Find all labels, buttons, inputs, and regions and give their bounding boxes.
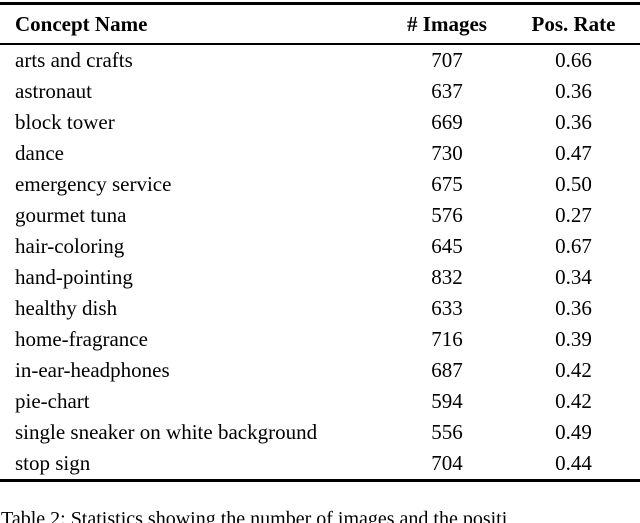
table-row: stop sign 704 0.44 bbox=[0, 448, 640, 481]
table-row: healthy dish 633 0.36 bbox=[0, 293, 640, 324]
table-row: block tower 669 0.36 bbox=[0, 107, 640, 138]
cell-concept-name: home-fragrance bbox=[15, 327, 148, 351]
table-body: arts and crafts 707 0.66 astronaut 637 0.36 bl… bbox=[0, 44, 640, 481]
cell-pos-rate: 0.42 bbox=[555, 389, 592, 413]
cell-pos-rate: 0.49 bbox=[555, 420, 592, 444]
concept-statistics-table: Concept Name # Images Pos. Rate arts and… bbox=[0, 2, 640, 482]
cell-concept-name: hand-pointing bbox=[15, 265, 133, 289]
table-row: in-ear-headphones 687 0.42 bbox=[0, 355, 640, 386]
table-row: single sneaker on white background 556 0.4… bbox=[0, 417, 640, 448]
cell-num-images: 633 bbox=[431, 296, 463, 320]
cell-pos-rate: 0.67 bbox=[555, 234, 592, 258]
cell-concept-name: stop sign bbox=[15, 451, 91, 475]
table-row: hair-coloring 645 0.67 bbox=[0, 231, 640, 262]
cell-concept-name: emergency service bbox=[15, 172, 172, 196]
table-header-row: Concept Name # Images Pos. Rate bbox=[0, 4, 640, 44]
table-row: emergency service 675 0.50 bbox=[0, 169, 640, 200]
cell-num-images: 594 bbox=[431, 389, 463, 413]
cell-pos-rate: 0.36 bbox=[555, 110, 592, 134]
cell-concept-name: dance bbox=[15, 141, 64, 165]
cell-pos-rate: 0.66 bbox=[555, 48, 592, 72]
column-header-pos-rate: Pos. Rate bbox=[531, 11, 616, 36]
cell-pos-rate: 0.27 bbox=[555, 203, 592, 227]
cell-pos-rate: 0.47 bbox=[555, 141, 592, 165]
table-row: astronaut 637 0.36 bbox=[0, 76, 640, 107]
cell-pos-rate: 0.42 bbox=[555, 358, 592, 382]
cell-num-images: 637 bbox=[431, 79, 463, 103]
table-row: dance 730 0.47 bbox=[0, 138, 640, 169]
table-row: home-fragrance 716 0.39 bbox=[0, 324, 640, 355]
cell-concept-name: block tower bbox=[15, 110, 115, 134]
cell-num-images: 675 bbox=[431, 172, 463, 196]
cell-concept-name: healthy dish bbox=[15, 296, 118, 320]
table-header: Concept Name # Images Pos. Rate bbox=[0, 4, 640, 44]
cell-concept-name: in-ear-headphones bbox=[15, 358, 170, 382]
column-header-num-images: # Images bbox=[407, 11, 487, 36]
cell-num-images: 645 bbox=[431, 234, 463, 258]
cell-concept-name: hair-coloring bbox=[15, 234, 125, 258]
cell-num-images: 556 bbox=[431, 420, 463, 444]
table-caption: Table 2: Statistics showing the number o… bbox=[1, 508, 508, 523]
cell-num-images: 707 bbox=[431, 48, 463, 72]
cell-concept-name: arts and crafts bbox=[15, 48, 133, 72]
cell-concept-name: single sneaker on white background bbox=[15, 420, 318, 444]
table-row: pie-chart 594 0.42 bbox=[0, 386, 640, 417]
cell-concept-name: pie-chart bbox=[15, 389, 90, 413]
cell-num-images: 669 bbox=[431, 110, 463, 134]
cell-concept-name: astronaut bbox=[15, 79, 92, 103]
cell-num-images: 716 bbox=[431, 327, 463, 351]
table-row: hand-pointing 832 0.34 bbox=[0, 262, 640, 293]
cell-concept-name: gourmet tuna bbox=[15, 203, 127, 227]
cell-num-images: 576 bbox=[431, 203, 463, 227]
cell-num-images: 687 bbox=[431, 358, 463, 382]
cell-pos-rate: 0.39 bbox=[555, 327, 592, 351]
cell-num-images: 832 bbox=[431, 265, 463, 289]
table-row: gourmet tuna 576 0.27 bbox=[0, 200, 640, 231]
cell-pos-rate: 0.50 bbox=[555, 172, 592, 196]
cell-num-images: 730 bbox=[431, 141, 463, 165]
column-header-concept-name: Concept Name bbox=[15, 11, 148, 36]
cell-pos-rate: 0.44 bbox=[555, 451, 592, 475]
cell-num-images: 704 bbox=[431, 451, 463, 475]
cell-pos-rate: 0.36 bbox=[555, 296, 592, 320]
table-row: arts and crafts 707 0.66 bbox=[0, 44, 640, 76]
cell-pos-rate: 0.34 bbox=[555, 265, 592, 289]
cell-pos-rate: 0.36 bbox=[555, 79, 592, 103]
